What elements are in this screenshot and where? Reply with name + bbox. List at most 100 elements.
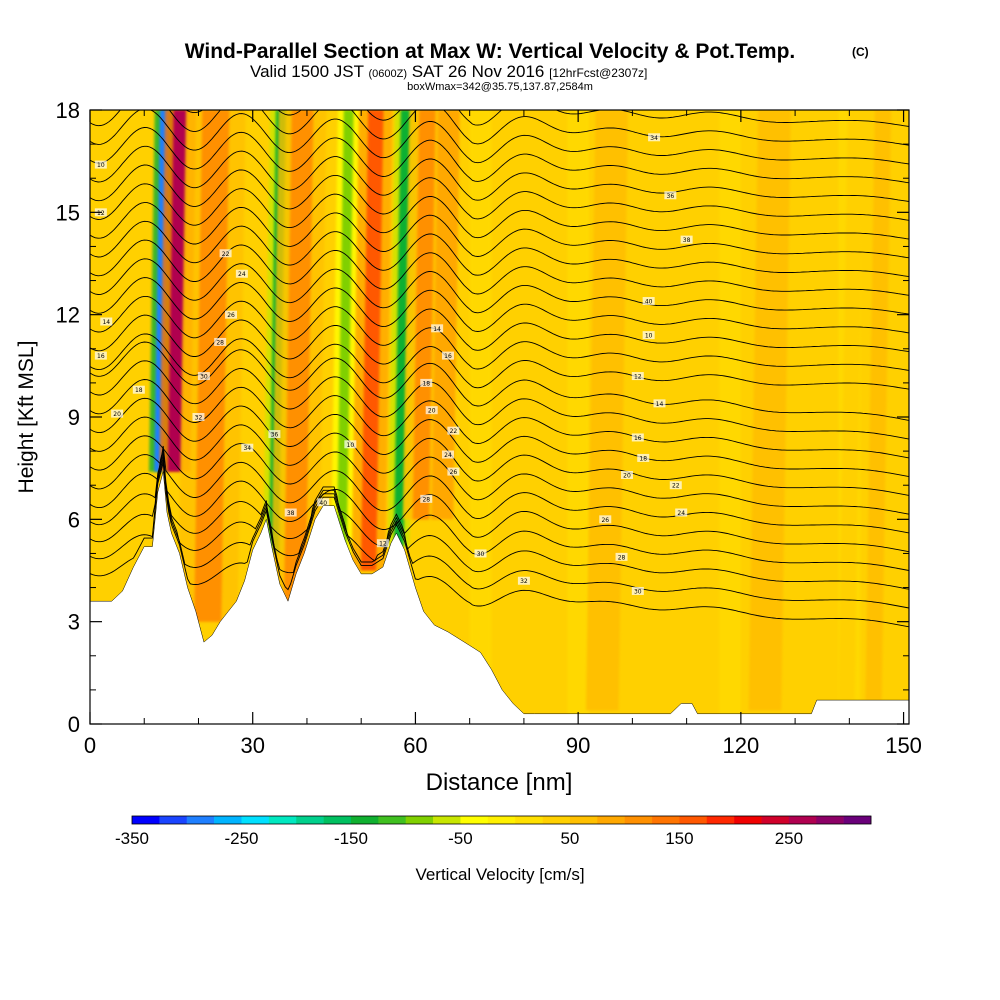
colorbar-tick-label: 50 <box>560 829 579 848</box>
y-axis-label: Height [Kft MSL] <box>15 341 38 494</box>
box-wmax-line: boxWmax=342@35.75,137.87,2584m <box>407 81 593 93</box>
contour-label: 32 <box>195 415 203 422</box>
velocity-streak <box>719 110 741 724</box>
velocity-plume <box>431 110 460 520</box>
theta-contour-line <box>90 397 909 478</box>
terrain-mask <box>90 471 909 724</box>
contour-label-bg <box>653 399 666 408</box>
contour-label: 12 <box>634 374 642 381</box>
contour-label: 30 <box>477 551 485 558</box>
y-tick-label: 12 <box>56 303 80 328</box>
contour-label-bg <box>197 372 210 381</box>
velocity-plume <box>283 110 314 605</box>
velocity-plume <box>194 110 230 622</box>
title-mark: (C) <box>852 45 869 59</box>
colorbar-swatch <box>816 816 844 824</box>
contour-label: 26 <box>450 469 458 476</box>
contour-label-bg <box>599 515 612 524</box>
contour-label: 22 <box>672 483 680 490</box>
colorbar-swatch <box>460 816 489 824</box>
subtitle-prefix: Valid 1500 JST <box>250 62 364 81</box>
contour-label-bg <box>219 249 232 258</box>
contour-label-bg <box>648 133 661 142</box>
contour-label: 40 <box>645 299 653 306</box>
contour-label-bg <box>669 481 682 490</box>
contour-label-bg <box>192 413 205 421</box>
theta-contour-line <box>90 341 909 421</box>
contour-label: 40 <box>319 500 327 507</box>
contour-label: 28 <box>216 339 224 346</box>
colorbar-tick-label: -50 <box>448 829 473 848</box>
theta-contour-line <box>90 258 909 315</box>
velocity-plume <box>393 110 411 547</box>
contour-label-bg <box>268 430 281 439</box>
contour-label: 10 <box>645 333 653 340</box>
x-axis-label: Distance [nm] <box>426 769 573 796</box>
contour-label-bg <box>675 508 688 517</box>
colorbar-swatch <box>405 816 434 824</box>
contour-label: 10 <box>347 442 355 449</box>
contour-label-bg <box>447 426 460 435</box>
contour-label: 36 <box>667 193 675 200</box>
colorbar-swatch <box>159 816 188 824</box>
colorbar-swatch <box>652 816 680 824</box>
velocity-field <box>90 110 909 724</box>
contour-label: 20 <box>623 472 631 479</box>
theta-contour-line <box>90 145 909 202</box>
colorbar-label: Vertical Velocity [cm/s] <box>415 865 584 884</box>
colorbar-tick-label: -150 <box>334 829 368 848</box>
y-tick-label: 3 <box>68 610 80 635</box>
contour-label: 30 <box>200 374 208 381</box>
colorbar-swatch <box>679 816 708 824</box>
colorbar-swatch <box>624 816 653 824</box>
contour-label: 22 <box>222 251 230 258</box>
contour-label-bg <box>132 385 145 394</box>
contour-label-bg <box>344 440 357 449</box>
colorbar-tick-label: 150 <box>665 829 693 848</box>
theta-contour-line <box>90 202 909 259</box>
theta-contour-line <box>90 452 909 571</box>
colorbar-swatch <box>843 816 872 824</box>
contour-label: 34 <box>650 135 658 142</box>
subtitle-date: SAT 26 Nov 2016 <box>412 62 545 81</box>
contour-label: 12 <box>379 541 387 548</box>
contour-label: 16 <box>97 353 105 360</box>
contour-label-bg <box>441 450 454 459</box>
contour-label-bg <box>517 576 530 585</box>
contour-label-bg <box>284 508 297 517</box>
colorbar-swatch <box>214 816 242 824</box>
theta-contour-line <box>90 295 909 353</box>
contour-label: 26 <box>227 312 235 319</box>
contour-label: 32 <box>520 578 528 585</box>
contour-label: 14 <box>102 319 110 326</box>
terrain-shape <box>90 471 909 724</box>
contour-label-bg <box>111 409 124 418</box>
contour-label: 30 <box>634 588 642 595</box>
x-tick-label: 120 <box>723 733 760 758</box>
theta-contour-line <box>90 220 909 278</box>
contour-label: 28 <box>422 496 430 503</box>
contour-label-bg <box>620 470 633 479</box>
contour-label: 28 <box>618 554 626 561</box>
colorbar-swatch <box>788 816 817 824</box>
contour-label: 20 <box>428 408 436 415</box>
subtitle-utc: (0600Z) <box>368 68 407 80</box>
contour-label-bg <box>664 191 677 200</box>
colorbar-swatch <box>433 816 461 824</box>
contour-label-bg <box>225 310 238 319</box>
contour-label: 14 <box>656 401 664 408</box>
colorbar-swatch <box>569 816 598 824</box>
theta-contour-line <box>90 416 909 496</box>
contour-label: 34 <box>243 445 251 452</box>
colorbar-tick-labels: -350 -250 -150 -50 50 150 250 <box>115 829 803 848</box>
colorbar-swatch <box>378 816 407 824</box>
velocity-streak <box>805 110 828 724</box>
y-tick-label: 9 <box>68 405 80 430</box>
theta-contour-line <box>90 445 909 534</box>
contour-label-bg <box>94 160 107 169</box>
theta-contour-line <box>90 449 909 553</box>
contour-label-bg <box>241 443 254 452</box>
colorbar-swatch <box>706 816 735 824</box>
colorbar-frame <box>131 815 872 825</box>
x-tick-label: 90 <box>566 733 590 758</box>
